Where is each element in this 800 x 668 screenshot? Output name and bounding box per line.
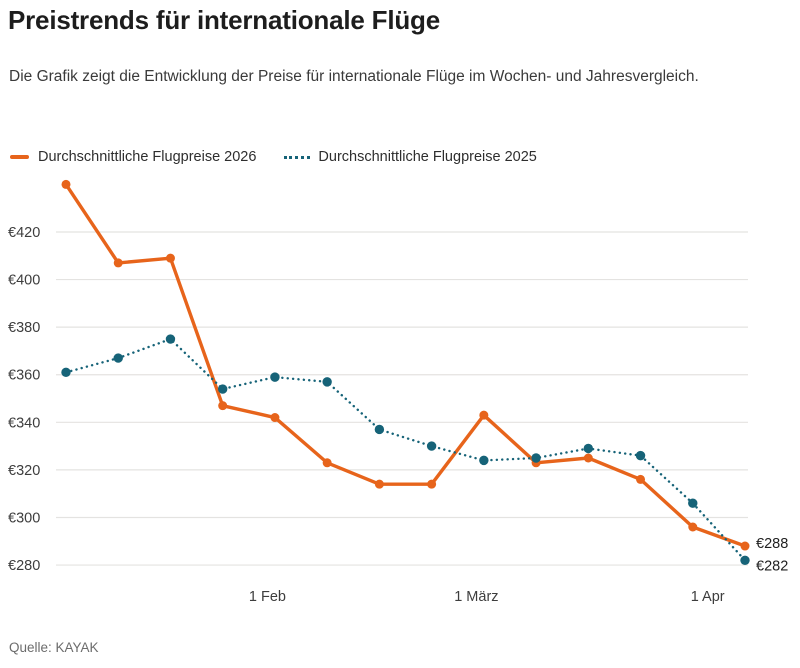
data-point (218, 401, 228, 411)
data-point (479, 455, 489, 466)
data-point (322, 377, 332, 387)
legend-item-2026: Durchschnittliche Flugpreise 2026 (10, 149, 256, 165)
x-tick-label: 1 Feb (249, 589, 286, 605)
data-point (270, 413, 280, 423)
data-point (61, 367, 71, 378)
data-point (531, 453, 541, 463)
legend-swatch-2026-solid-line-icon (10, 155, 29, 159)
y-tick-label: €360 (8, 368, 40, 384)
data-point (740, 555, 750, 566)
data-point (322, 458, 332, 468)
data-point (636, 474, 646, 484)
y-tick-label: €300 (8, 510, 40, 526)
data-point (635, 450, 646, 461)
page-title: Preistrends für internationale Flüge (8, 5, 440, 35)
y-tick-label: €280 (8, 558, 40, 574)
data-point (479, 410, 489, 420)
y-tick-label: €380 (8, 320, 40, 336)
y-tick-label: €400 (8, 273, 40, 289)
legend-swatch-2025-dotted-line-icon (284, 155, 311, 159)
data-point (113, 258, 123, 268)
data-point (165, 253, 175, 263)
series-line-dotted (64, 337, 747, 562)
legend-label-2026: Durchschnittliche Flugpreise 2026 (38, 149, 257, 165)
y-tick-label: €320 (8, 463, 40, 479)
end-value-label: €282 (756, 558, 788, 574)
data-point (61, 179, 71, 189)
page-subtitle: Die Grafik zeigt die Entwicklung der Pre… (9, 68, 699, 85)
y-tick-label: €420 (8, 225, 40, 241)
x-tick-label: 1 Apr (691, 589, 725, 605)
x-tick-label: 1 März (454, 589, 498, 605)
y-tick-label: €340 (8, 415, 40, 431)
data-point (740, 541, 750, 551)
data-point (165, 334, 176, 344)
data-point (113, 353, 123, 363)
data-point (583, 443, 594, 454)
data-point (583, 453, 593, 463)
data-point (426, 441, 437, 451)
data-point (427, 479, 437, 489)
data-point (688, 498, 698, 508)
end-value-label: €288 (756, 536, 788, 552)
data-point (374, 479, 384, 489)
series-line-solid (64, 183, 746, 548)
legend-item-2025: Durchschnittliche Flugpreise 2025 (284, 149, 537, 165)
data-point (217, 384, 228, 394)
data-point (688, 522, 698, 532)
chart-legend: Durchschnittliche Flugpreise 2026 Durchs… (10, 149, 565, 165)
data-point (270, 372, 280, 382)
data-point (374, 424, 385, 435)
source-credit: Quelle: KAYAK (9, 640, 99, 655)
legend-label-2025: Durchschnittliche Flugpreise 2025 (318, 149, 537, 165)
